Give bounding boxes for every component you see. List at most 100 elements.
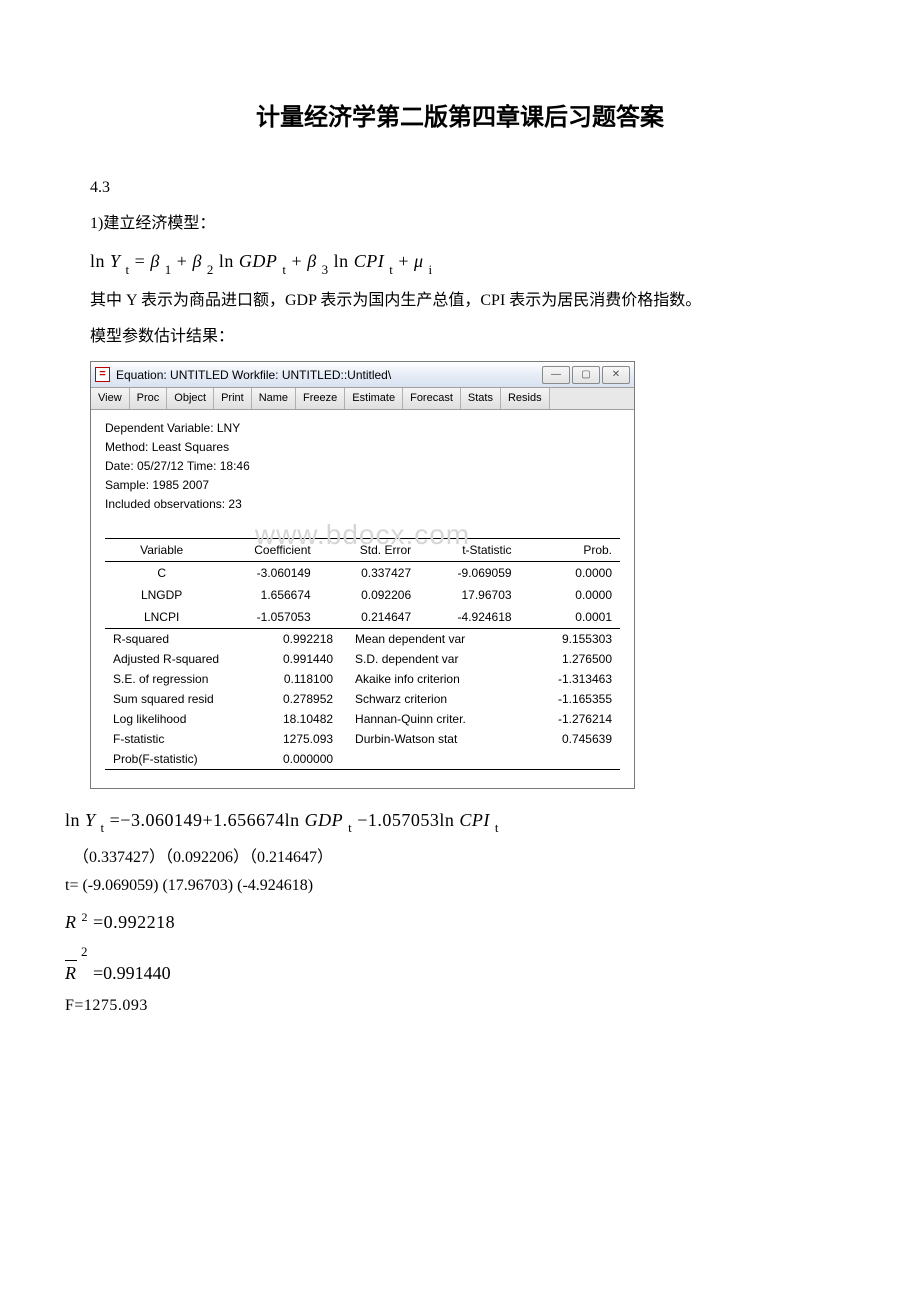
- var-GDP: GDP: [239, 251, 278, 271]
- cell: 0.337427: [319, 561, 419, 584]
- fn-ln3: ln: [334, 251, 354, 271]
- mu: μ: [414, 251, 424, 271]
- cell: [517, 749, 620, 770]
- cell: 0.278952: [260, 689, 348, 709]
- th-tstat: t-Statistic: [419, 538, 519, 561]
- sub-t: t: [126, 262, 130, 277]
- maximize-button[interactable]: ▢: [572, 366, 600, 384]
- method: Method: Least Squares: [105, 438, 620, 456]
- body-explanation: 其中 Y 表示为商品进口额，GDP 表示为国内生产总值，CPI 表示为居民消费价…: [90, 289, 855, 313]
- se-line: （0.337427）（0.092206）（0.214647）: [73, 846, 855, 870]
- menu-resids[interactable]: Resids: [501, 388, 550, 409]
- cell: C: [105, 561, 218, 584]
- cell: 0.991440: [260, 649, 348, 669]
- adj-r-squared: 2 R =0.991440: [65, 946, 855, 984]
- cell: 0.0001: [520, 606, 620, 629]
- cell: 1275.093: [260, 729, 348, 749]
- eq: =: [135, 251, 146, 271]
- beta3: β: [307, 251, 316, 271]
- plus1: +: [177, 251, 188, 271]
- menu-stats[interactable]: Stats: [461, 388, 501, 409]
- th-coef: Coefficient: [218, 538, 318, 561]
- cell: Adjusted R-squared: [105, 649, 260, 669]
- var-CPI: CPI: [354, 251, 385, 271]
- model-formula: ln Y t = β 1 + β 2 ln GDP t + β 3 ln CPI…: [90, 248, 855, 277]
- rf-t2: t: [348, 820, 352, 835]
- rf-t1: t: [101, 820, 105, 835]
- cell: LNGDP: [105, 584, 218, 606]
- obs: Included observations: 23: [105, 495, 620, 513]
- rf-mid: −1.057053ln: [357, 810, 459, 830]
- cell: Log likelihood: [105, 709, 260, 729]
- menu-proc[interactable]: Proc: [130, 388, 168, 409]
- menu-freeze[interactable]: Freeze: [296, 388, 345, 409]
- r2-R: R: [65, 912, 77, 932]
- plus2: +: [292, 251, 303, 271]
- cell: Durbin-Watson stat: [347, 729, 517, 749]
- var-Y: Y: [110, 251, 121, 271]
- cell: -1.057053: [218, 606, 318, 629]
- sub-i: i: [429, 262, 433, 277]
- menu-name[interactable]: Name: [252, 388, 296, 409]
- coef-table: Variable Coefficient Std. Error t-Statis…: [105, 538, 620, 629]
- body-results-label: 模型参数估计结果：: [90, 325, 855, 349]
- cell: 0.092206: [319, 584, 419, 606]
- cell: -9.069059: [419, 561, 519, 584]
- page-title: 计量经济学第二版第四章课后习题答案: [65, 100, 855, 136]
- table-header-row: Variable Coefficient Std. Error t-Statis…: [105, 538, 620, 561]
- table-row: LNGDP 1.656674 0.092206 17.96703 0.0000: [105, 584, 620, 606]
- table-row: S.E. of regression 0.118100 Akaike info …: [105, 669, 620, 689]
- cell: -1.165355: [517, 689, 620, 709]
- th-se: Std. Error: [319, 538, 419, 561]
- rf-eq: =−3.060149+1.656674ln: [110, 810, 305, 830]
- sub2: 2: [207, 262, 214, 277]
- cell: 9.155303: [517, 629, 620, 649]
- cell: 0.992218: [260, 629, 348, 649]
- cell: S.D. dependent var: [347, 649, 517, 669]
- window-controls: — ▢ ✕: [542, 366, 630, 384]
- table-row: C -3.060149 0.337427 -9.069059 0.0000: [105, 561, 620, 584]
- fn-ln: ln: [90, 251, 110, 271]
- menu-object[interactable]: Object: [167, 388, 214, 409]
- cell: 0.745639: [517, 729, 620, 749]
- cell: Hannan-Quinn criter.: [347, 709, 517, 729]
- close-button[interactable]: ✕: [602, 366, 630, 384]
- sub1: 1: [165, 262, 172, 277]
- cell: Mean dependent var: [347, 629, 517, 649]
- th-prob: Prob.: [520, 538, 620, 561]
- menu-spacer: [550, 388, 634, 409]
- menu-view[interactable]: View: [91, 388, 130, 409]
- sub-t2: t: [282, 262, 286, 277]
- menu-estimate[interactable]: Estimate: [345, 388, 403, 409]
- titlebar: = Equation: UNTITLED Workfile: UNTITLED:…: [91, 362, 634, 388]
- question-number: 4.3: [90, 176, 855, 200]
- step-label: 1)建立经济模型：: [90, 212, 855, 236]
- cell: Prob(F-statistic): [105, 749, 260, 770]
- dep-var: Dependent Variable: LNY: [105, 419, 620, 437]
- table-row: F-statistic 1275.093 Durbin-Watson stat …: [105, 729, 620, 749]
- cell: -4.924618: [419, 606, 519, 629]
- sample: Sample: 1985 2007: [105, 476, 620, 494]
- rf-CPI: CPI: [459, 810, 490, 830]
- cell: -1.313463: [517, 669, 620, 689]
- cell: 0.118100: [260, 669, 348, 689]
- r2-sup: 2: [82, 910, 89, 924]
- r-squared: R 2 =0.992218: [65, 908, 855, 936]
- menu-forecast[interactable]: Forecast: [403, 388, 461, 409]
- cell: R-squared: [105, 629, 260, 649]
- table-row: Sum squared resid 0.278952 Schwarz crite…: [105, 689, 620, 709]
- rbar-val: =0.991440: [93, 960, 171, 987]
- table-row: Log likelihood 18.10482 Hannan-Quinn cri…: [105, 709, 620, 729]
- rf-Y: Y: [85, 810, 96, 830]
- menu-print[interactable]: Print: [214, 388, 252, 409]
- cell: 0.0000: [520, 584, 620, 606]
- window-title: Equation: UNTITLED Workfile: UNTITLED::U…: [116, 366, 536, 384]
- cell: 1.656674: [218, 584, 318, 606]
- sub3: 3: [322, 262, 329, 277]
- cell: F-statistic: [105, 729, 260, 749]
- beta1: β: [150, 251, 159, 271]
- cell: S.E. of regression: [105, 669, 260, 689]
- table-row: LNCPI -1.057053 0.214647 -4.924618 0.000…: [105, 606, 620, 629]
- minimize-button[interactable]: —: [542, 366, 570, 384]
- app-icon: =: [95, 367, 110, 382]
